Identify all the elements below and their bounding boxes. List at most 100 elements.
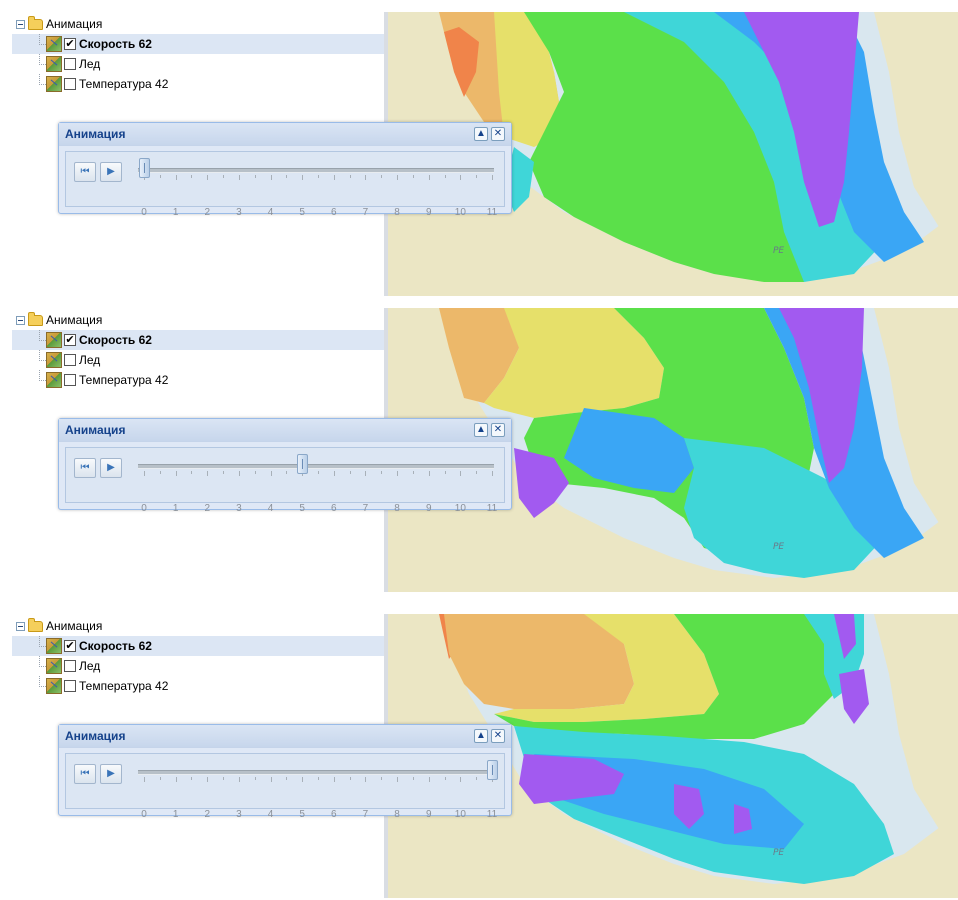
animation-window-header[interactable]: Анимация ▲ ✕: [59, 419, 511, 442]
chevron-up-icon[interactable]: ▲: [474, 423, 488, 437]
animation-window-header[interactable]: Анимация ▲ ✕: [59, 123, 511, 146]
speed-contour-purple: [514, 448, 569, 518]
slider-tick-label: 6: [331, 503, 337, 514]
tree-root-label: Анимация: [46, 313, 103, 327]
play-button[interactable]: ▶: [100, 764, 122, 784]
slider-track[interactable]: [138, 770, 494, 775]
layer-icon: [46, 36, 62, 52]
layer-item-temperature[interactable]: Температура 42: [12, 676, 384, 696]
tree-connector: [39, 34, 46, 45]
layer-checkbox-temperature[interactable]: [64, 374, 76, 386]
slider-tick: [412, 471, 414, 474]
layer-checkbox-speed[interactable]: ✔: [64, 640, 76, 652]
slider-tick: [270, 777, 272, 782]
animation-controls: ⏮ ▶ 0 1 2 3 4 5 6 7 8 9 10 11: [65, 447, 505, 514]
collapse-toggle-icon[interactable]: [16, 19, 25, 29]
slider-tick-label: 9: [425, 207, 432, 218]
layer-checkbox-ice[interactable]: [64, 58, 76, 70]
layer-item-speed[interactable]: ✔ Скорость 62: [12, 636, 384, 656]
map-edge-label: PE: [773, 848, 785, 858]
layer-icon: [46, 332, 62, 348]
slider-tick: [381, 175, 383, 178]
layer-checkbox-speed[interactable]: ✔: [64, 334, 76, 346]
layer-checkbox-ice[interactable]: [64, 660, 76, 672]
slider-tick: [318, 471, 319, 474]
close-icon[interactable]: ✕: [491, 729, 505, 743]
slider-tick-label: 0: [141, 503, 147, 514]
folder-icon: [28, 311, 43, 326]
slider-tick-label: 7: [362, 207, 369, 218]
collapse-toggle-icon[interactable]: [16, 621, 25, 631]
layer-icon: [46, 678, 62, 694]
map-view[interactable]: PE: [384, 12, 958, 296]
play-icon: ▶: [107, 768, 115, 779]
skip-to-start-icon: ⏮: [80, 768, 90, 779]
slider-tick-label: 9: [425, 809, 432, 820]
speed-layer-map: [384, 614, 958, 898]
tree-root-node[interactable]: Анимация: [12, 14, 384, 34]
slider-tick-label: 10: [454, 503, 466, 514]
close-icon[interactable]: ✕: [491, 127, 505, 141]
slider-tick-label: 0: [141, 207, 147, 218]
layer-checkbox-speed[interactable]: ✔: [64, 38, 76, 50]
slider-tick: [349, 471, 351, 474]
slider-tick: [207, 777, 209, 782]
speed-contour-purple: [834, 614, 856, 659]
slider-tick: [492, 175, 493, 180]
tree-root-node[interactable]: Анимация: [12, 310, 384, 330]
layer-label-ice: Лед: [79, 57, 101, 71]
layer-icon: [46, 56, 62, 72]
layer-icon: [46, 372, 62, 388]
tree-connector: [39, 330, 46, 341]
slider-track[interactable]: [138, 464, 494, 469]
slider-tick-label: 2: [204, 809, 211, 820]
slider-track[interactable]: [138, 168, 494, 173]
layer-checkbox-temperature[interactable]: [64, 78, 76, 90]
slider-tick: [397, 471, 399, 476]
skip-to-start-icon: ⏮: [80, 166, 90, 177]
layer-tree: Анимация ✔ Скорость 62 Лед Температура 4…: [12, 310, 384, 390]
slider-tick: [381, 777, 383, 780]
layer-item-temperature[interactable]: Температура 42: [12, 370, 384, 390]
layer-item-temperature[interactable]: Температура 42: [12, 74, 384, 94]
layer-item-ice[interactable]: Лед: [12, 54, 384, 74]
close-icon[interactable]: ✕: [491, 423, 505, 437]
folder-icon: [28, 617, 43, 632]
slider-tick: [302, 175, 304, 180]
skip-to-start-button[interactable]: ⏮: [74, 764, 96, 784]
slider-tick-label: 3: [236, 207, 242, 218]
layer-checkbox-ice[interactable]: [64, 354, 76, 366]
slider-thumb[interactable]: [297, 454, 309, 474]
play-button[interactable]: ▶: [100, 162, 122, 182]
slider-tick: [397, 777, 399, 782]
slider-tick-label: 8: [394, 503, 400, 514]
skip-to-start-button[interactable]: ⏮: [74, 162, 96, 182]
tree-root-label: Анимация: [46, 619, 103, 633]
slider-tick-label: 11: [486, 207, 498, 218]
tree-root-node[interactable]: Анимация: [12, 616, 384, 636]
slider-thumb[interactable]: [487, 760, 498, 780]
slider-tick: [428, 777, 430, 782]
layer-checkbox-temperature[interactable]: [64, 680, 76, 692]
animation-screen: PE Анимация ✔ Скорость 62 Лед: [0, 602, 958, 898]
slider-tick: [223, 471, 225, 474]
tree-connector: [39, 656, 46, 667]
slider-thumb[interactable]: [139, 158, 150, 178]
skip-to-start-button[interactable]: ⏮: [74, 458, 96, 478]
play-button[interactable]: ▶: [100, 458, 122, 478]
layer-item-ice[interactable]: Лед: [12, 350, 384, 370]
map-land: [874, 614, 958, 829]
animation-window-header[interactable]: Анимация ▲ ✕: [59, 725, 511, 748]
map-view[interactable]: PE: [384, 614, 958, 898]
slider-tick: [254, 777, 256, 780]
skip-to-start-icon: ⏮: [80, 462, 90, 473]
slider-tick-label: 10: [454, 207, 466, 218]
layer-item-ice[interactable]: Лед: [12, 656, 384, 676]
layer-item-speed[interactable]: ✔ Скорость 62: [12, 330, 384, 350]
chevron-up-icon[interactable]: ▲: [474, 127, 488, 141]
slider-tick: [223, 777, 225, 780]
chevron-up-icon[interactable]: ▲: [474, 729, 488, 743]
collapse-toggle-icon[interactable]: [16, 315, 25, 325]
slider-tick: [333, 471, 335, 476]
layer-item-speed[interactable]: ✔ Скорость 62: [12, 34, 384, 54]
